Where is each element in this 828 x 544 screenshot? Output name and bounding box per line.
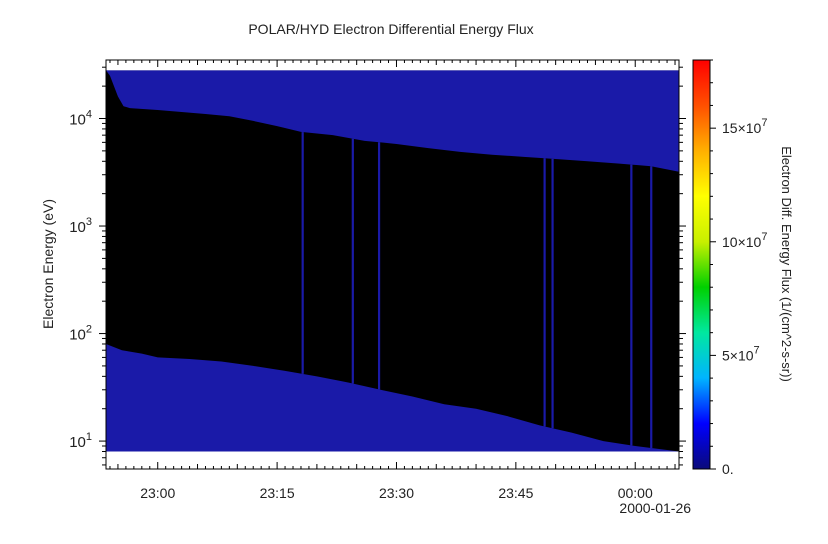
y-axis-label: Electron Energy (eV) — [40, 199, 56, 329]
low-energy-flux-band — [106, 343, 679, 452]
colorbar: 0. 5×107 10×107 15×107 — [692, 59, 767, 477]
x-tick-label: 23:30 — [379, 485, 414, 501]
flux-streak — [551, 158, 554, 429]
chart-title: POLAR/HYD Electron Differential Energy F… — [248, 21, 533, 37]
flux-streak — [351, 138, 354, 384]
y-tick-label: 103 — [69, 216, 92, 236]
y-tick-label: 104 — [69, 109, 92, 129]
x-tick-label: 23:45 — [498, 485, 533, 501]
high-energy-flux-band — [106, 70, 679, 172]
colorbar-tick-label: 0. — [722, 461, 734, 477]
x-tick-label: 23:15 — [260, 485, 295, 501]
plot-frame — [105, 59, 680, 470]
colorbar-ticks: 0. 5×107 10×107 15×107 — [710, 59, 767, 477]
date-label: 2000-01-26 — [619, 500, 691, 516]
colorbar-label: Electron Diff. Energy Flux (1/(cm^2-s-sr… — [779, 146, 794, 382]
colorbar-tick-label: 15×107 — [722, 117, 767, 136]
colorbar-tick-label: 10×107 — [722, 231, 767, 250]
flux-streak — [630, 164, 633, 446]
flux-streak — [543, 158, 546, 427]
flux-streak — [650, 166, 653, 449]
flux-streak — [301, 132, 304, 374]
x-tick-label: 23:00 — [140, 485, 175, 501]
flux-streak — [377, 142, 381, 390]
colorbar-rect — [692, 59, 711, 470]
y-tick-label: 101 — [69, 431, 92, 451]
y-axis: 101 102 103 104 — [69, 66, 686, 466]
flux-data-layer — [106, 70, 679, 452]
y-tick-label: 102 — [69, 324, 92, 344]
x-tick-label: 00:00 — [618, 485, 653, 501]
colorbar-tick-label: 5×107 — [722, 344, 760, 363]
plot-area — [105, 59, 680, 470]
